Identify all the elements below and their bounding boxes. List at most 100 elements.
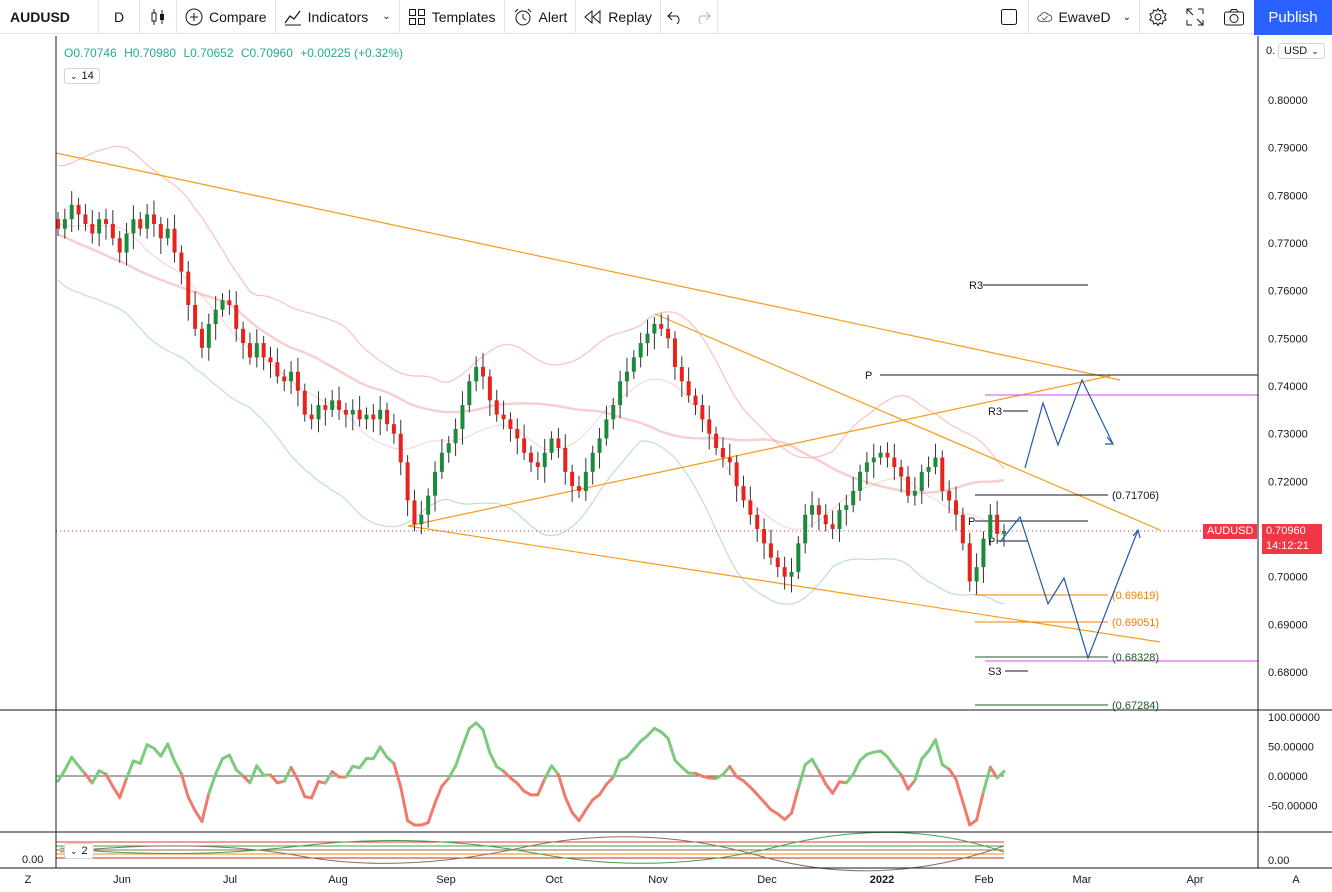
trendline: [654, 313, 1161, 531]
chevron-down-icon[interactable]: ⌄: [382, 11, 391, 22]
settings-button[interactable]: [1140, 0, 1176, 34]
osc-line-segment: [515, 781, 526, 793]
candle-body: [624, 371, 629, 382]
candle-body: [76, 204, 81, 215]
osc-line-segment: [673, 758, 684, 769]
osc-line-segment: [981, 765, 992, 794]
currency-selector[interactable]: USD ⌄: [1278, 43, 1325, 59]
osc-line-segment: [358, 757, 368, 770]
candle-body: [247, 343, 252, 358]
undo-icon: [667, 11, 680, 24]
candle-body: [954, 500, 959, 515]
publish-button[interactable]: Publish: [1254, 0, 1332, 35]
osc-line-segment: [289, 765, 300, 782]
price-tick: 0.75000: [1268, 333, 1308, 345]
candle-body: [981, 538, 986, 568]
candle-body: [350, 409, 355, 415]
osc-line-segment: [954, 777, 965, 804]
fib-label: (0.68328): [1112, 652, 1159, 664]
undo-button[interactable]: [661, 0, 689, 34]
redo-button[interactable]: [689, 0, 717, 34]
pivot-label: P: [988, 536, 995, 548]
osc-line-segment: [426, 801, 437, 825]
chevron-down-icon[interactable]: ⌄: [1122, 11, 1131, 23]
candle-body: [131, 219, 136, 234]
candle-body: [487, 376, 492, 401]
price-tick: 0.78000: [1268, 190, 1308, 202]
candle-body: [899, 467, 904, 477]
osc-line-segment: [193, 809, 204, 823]
chart-canvas[interactable]: R3 P R3 P P S3 (0.71706) (0.69619) (0.69051) (0.6…: [0, 35, 1332, 892]
price-tick: 0.68000: [1268, 667, 1308, 679]
osc-line-segment: [234, 768, 245, 778]
candle-body: [289, 371, 294, 382]
osc-line-segment: [138, 743, 149, 765]
close-value: C0.70960: [240, 46, 293, 60]
candle-body: [652, 324, 657, 334]
ohlc-legend: O0.70746 H0.70980 L0.70652 C0.70960 +0.0…: [64, 46, 407, 60]
osc-line-segment: [77, 764, 87, 776]
osc-line-segment: [371, 745, 382, 761]
osc-line-segment: [646, 726, 656, 738]
candles-icon: [151, 8, 164, 25]
candle-body: [933, 457, 938, 468]
osc-line-segment: [563, 795, 574, 814]
osc-line-segment: [310, 780, 320, 800]
fib-label: (0.67284): [1112, 700, 1159, 712]
candle-body: [755, 514, 760, 530]
candle-body: [69, 204, 74, 220]
time-tick: Dec: [757, 874, 777, 886]
alert-button[interactable]: Alert: [505, 0, 576, 34]
osc-line-segment: [454, 745, 464, 768]
osc2-collapse-toggle[interactable]: ⌄ 2: [64, 843, 94, 859]
templates-button[interactable]: Templates: [400, 0, 504, 34]
compare-label: Compare: [209, 8, 267, 25]
candle-body: [878, 452, 883, 458]
wave-projection-path: [999, 515, 1139, 660]
osc-line-segment: [440, 776, 451, 788]
candle-body: [227, 300, 232, 305]
interval-button[interactable]: D: [99, 0, 139, 34]
candle-body: [645, 333, 650, 344]
candle-body: [988, 514, 993, 539]
compare-button[interactable]: Compare: [177, 0, 275, 34]
candle-body: [720, 447, 725, 458]
candle-body: [467, 381, 472, 406]
candle-body: [679, 366, 684, 382]
candle-body: [151, 214, 156, 224]
candle-body: [405, 462, 410, 501]
fullscreen-square-button[interactable]: [990, 0, 1028, 34]
indicators-button[interactable]: Indicators ⌄: [276, 0, 399, 34]
osc-line-segment: [323, 770, 334, 785]
symbol-search[interactable]: AUDUSD: [0, 0, 98, 34]
chart-type-button[interactable]: [140, 0, 176, 34]
osc-line-segment: [789, 786, 800, 815]
indicators-collapse-toggle[interactable]: ⌄ 14: [64, 68, 100, 84]
fullscreen-button[interactable]: [1176, 0, 1214, 34]
layout-button[interactable]: EwaveD ⌄: [1029, 0, 1139, 34]
osc-line-segment: [556, 773, 567, 799]
candle-body: [158, 223, 163, 239]
candle-body: [364, 414, 369, 420]
candle-body: [138, 219, 143, 229]
osc-line-segment: [392, 761, 403, 789]
osc-line-segment: [227, 753, 238, 772]
candle-body: [906, 476, 911, 496]
osc-line-segment: [460, 726, 471, 749]
r3-label: R3: [988, 406, 1002, 418]
snapshot-button[interactable]: [1214, 0, 1254, 34]
candle-body: [631, 357, 636, 372]
candle-body: [672, 338, 677, 367]
candle-body: [563, 447, 568, 472]
osc-line-segment: [666, 736, 677, 762]
candle-body: [186, 271, 191, 305]
symbol-price-tag: AUDUSD: [1203, 524, 1258, 539]
candle-body: [700, 405, 705, 420]
candle-body: [165, 228, 170, 239]
low-value: L0.70652: [183, 46, 234, 60]
replay-button[interactable]: Replay: [576, 0, 660, 34]
candle-body: [885, 452, 890, 458]
candle-body: [851, 490, 856, 506]
indicators-label: Indicators: [307, 8, 369, 25]
osc-line-segment: [810, 757, 821, 773]
